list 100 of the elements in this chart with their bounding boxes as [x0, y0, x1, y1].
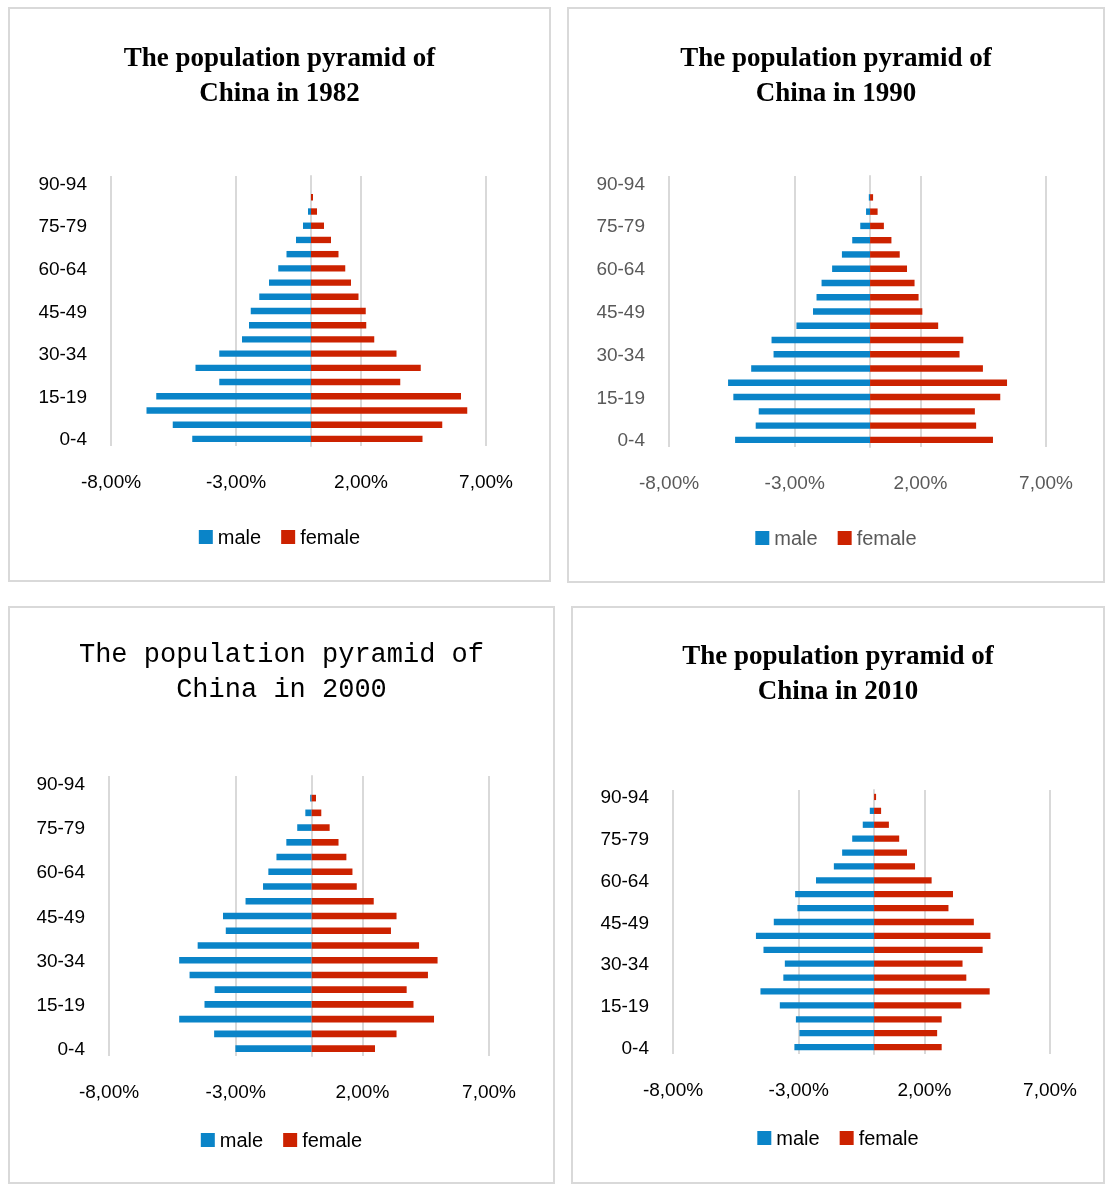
bar: [278, 265, 311, 272]
legend-label: female: [856, 527, 917, 549]
bar: [870, 265, 908, 272]
bar: [870, 279, 915, 287]
bar: [874, 1016, 942, 1023]
y-tick-label: 30-34: [600, 953, 650, 975]
bar: [813, 308, 871, 315]
x-tick-label: 7,00%: [1023, 1079, 1078, 1100]
y-tick-label: 45-49: [596, 301, 645, 322]
bar: [866, 208, 871, 215]
bar: [874, 863, 916, 870]
chart-title: The population pyramid of China in 1990: [679, 41, 993, 109]
legend-label: male: [776, 1127, 820, 1149]
x-tick-label: -3,00%: [205, 471, 267, 492]
bar: [242, 336, 311, 343]
y-tick-label: 15-19: [600, 994, 649, 1016]
bar: [214, 986, 312, 993]
bar: [799, 1030, 875, 1037]
y-tick-label: 45-49: [38, 300, 87, 322]
bar: [870, 351, 960, 358]
bar: [797, 904, 875, 912]
y-tick-label: 75-79: [596, 215, 645, 237]
x-tick-label: 7,00%: [1019, 472, 1074, 493]
bar: [870, 393, 1001, 401]
bar: [311, 322, 367, 329]
bar: [311, 336, 375, 343]
legend-label: female: [300, 526, 361, 548]
y-tick-label: 15-19: [36, 993, 85, 1015]
bar: [870, 308, 923, 315]
x-tick-label: 7,00%: [459, 471, 514, 492]
y-tick-label: 90-94: [36, 772, 86, 794]
bar: [263, 883, 312, 890]
bar: [311, 393, 461, 400]
bar: [860, 222, 871, 230]
bar: [311, 208, 317, 215]
y-tick-label: 30-34: [38, 343, 88, 365]
bar: [311, 824, 330, 831]
legend-label: male: [219, 1129, 264, 1151]
bar: [796, 322, 871, 329]
bar: [276, 853, 312, 861]
x-tick-label: -8,00%: [642, 1079, 704, 1100]
bar: [874, 1002, 962, 1009]
bar: [156, 393, 311, 400]
bar: [755, 422, 871, 429]
bar: [305, 809, 312, 817]
y-tick-label: 60-64: [36, 861, 86, 883]
bar: [821, 279, 871, 287]
bar: [189, 971, 312, 979]
bar: [852, 835, 875, 842]
bar: [874, 821, 889, 828]
bar: [771, 336, 871, 344]
bar: [735, 436, 871, 444]
legend-label: male: [774, 527, 818, 549]
y-tick-label: 0-4: [617, 429, 646, 451]
bar: [179, 956, 312, 964]
bar: [784, 960, 875, 967]
bar: [192, 435, 311, 443]
bar: [308, 208, 311, 215]
bar: [842, 849, 875, 856]
bar: [311, 1001, 414, 1008]
bar: [311, 986, 407, 993]
bar: [179, 1015, 312, 1023]
bar: [311, 868, 353, 876]
bar: [773, 918, 875, 926]
bar: [195, 364, 311, 372]
bar: [311, 378, 401, 386]
bar: [250, 307, 311, 315]
bar: [874, 849, 907, 856]
bar: [311, 421, 443, 428]
bar: [874, 918, 974, 926]
bar: [245, 897, 312, 905]
y-tick-label: 75-79: [36, 817, 85, 839]
bar: [297, 824, 312, 831]
bar: [870, 322, 939, 329]
bar: [311, 839, 339, 846]
x-tick-label: -8,00%: [78, 1081, 140, 1102]
bar: [286, 839, 312, 846]
bar: [841, 251, 871, 258]
y-tick-label: 60-64: [38, 257, 88, 279]
bar: [795, 1016, 875, 1023]
chart-title: The population pyramid of China in 1982: [122, 41, 437, 109]
bar: [225, 927, 312, 935]
y-tick-label: 90-94: [38, 172, 88, 194]
bar: [874, 793, 877, 801]
x-tick-label: -3,00%: [205, 1081, 266, 1102]
bar: [833, 863, 875, 870]
x-tick-label: 2,00%: [897, 1079, 952, 1100]
y-tick-label: 0-4: [59, 428, 88, 450]
y-tick-label: 0-4: [57, 1038, 86, 1060]
bar: [870, 236, 892, 244]
bar: [311, 1015, 435, 1023]
bar: [874, 960, 963, 967]
bar: [870, 222, 884, 230]
bar: [249, 322, 311, 329]
bar: [751, 365, 871, 372]
bar: [311, 350, 397, 357]
bar: [146, 407, 311, 414]
bar: [311, 364, 421, 372]
bar: [832, 265, 871, 272]
bar: [870, 422, 977, 429]
